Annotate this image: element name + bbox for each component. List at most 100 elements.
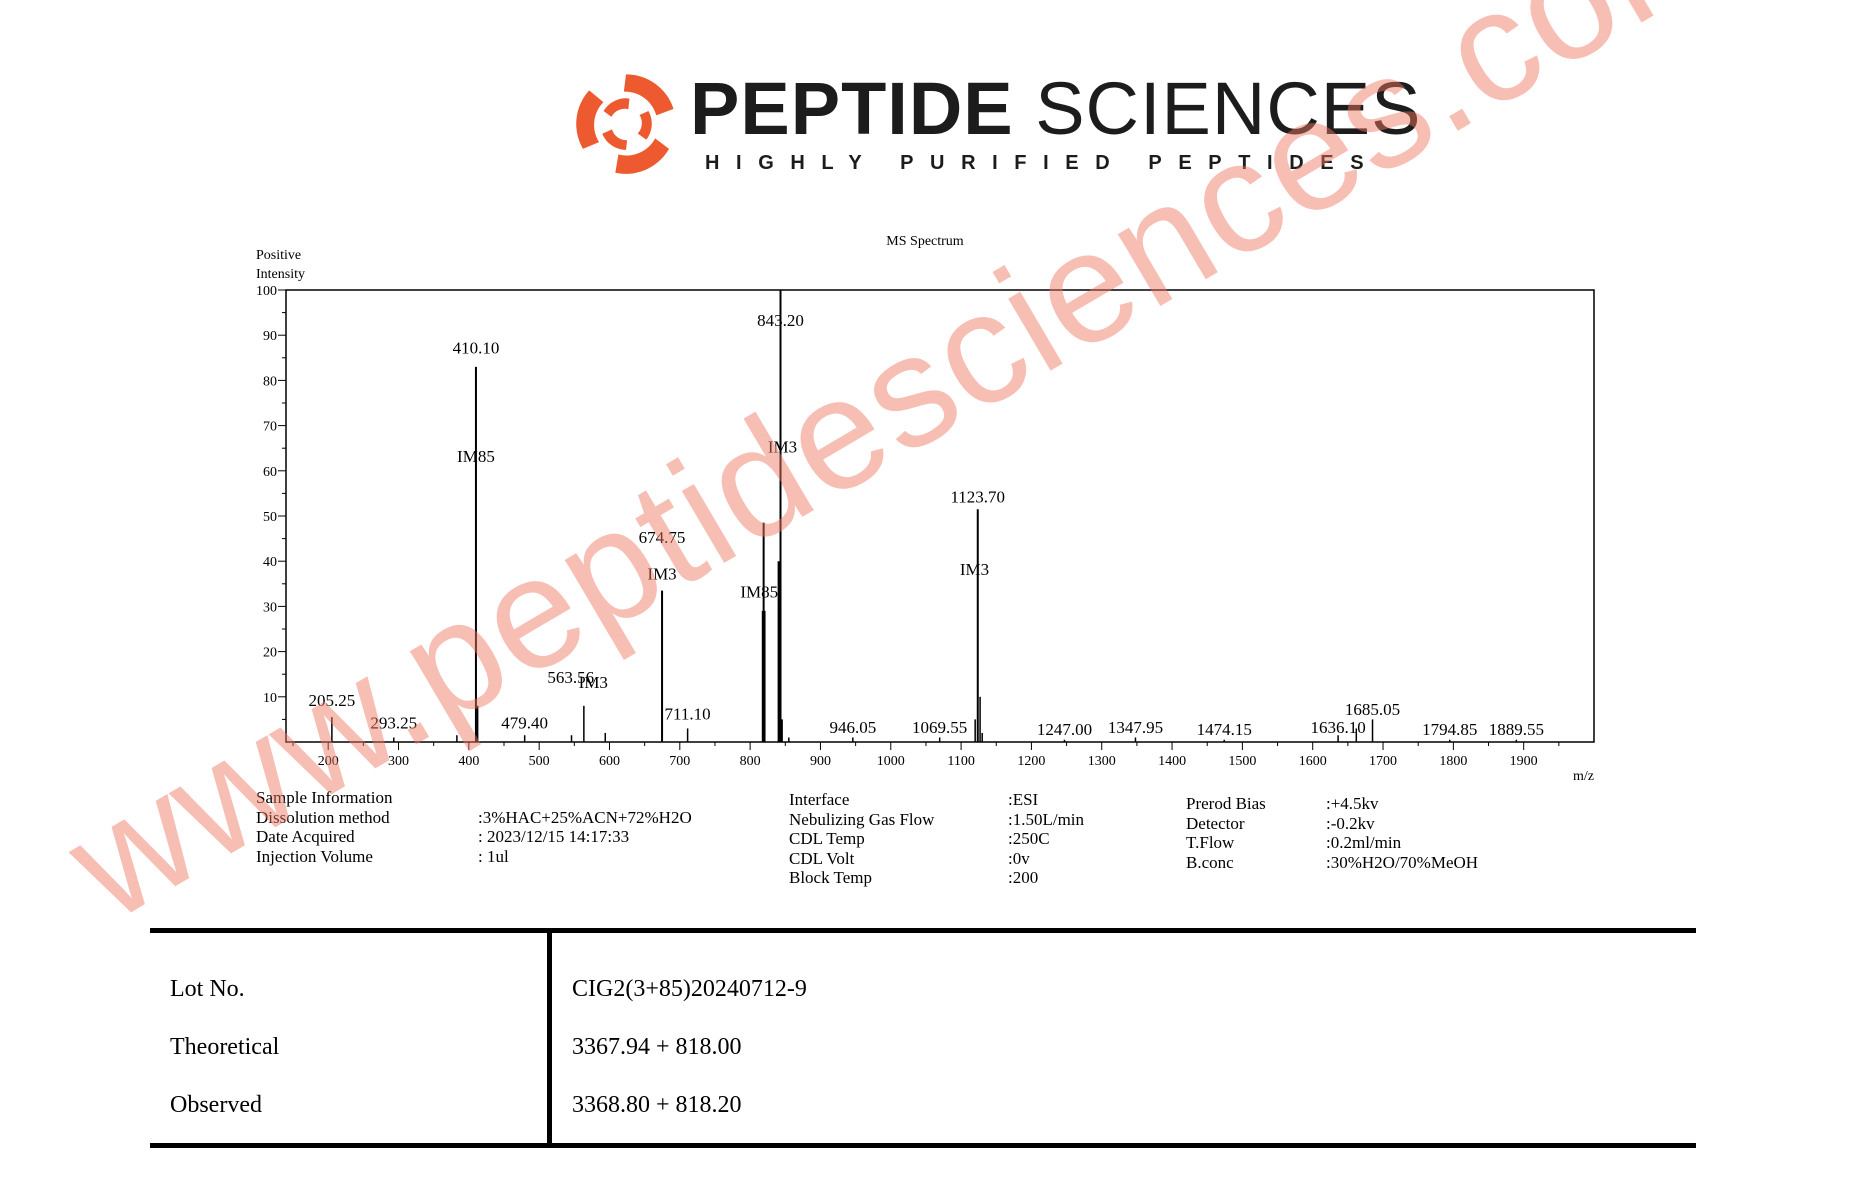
x-tick-label: 200 [318, 754, 339, 769]
peak-label: 843.20 [757, 311, 804, 330]
info-value: :0.2ml/min [1326, 833, 1402, 852]
x-tick-label: 1400 [1158, 754, 1186, 769]
info-value: :+4.5kv [1326, 794, 1379, 813]
y-tick-label: 60 [263, 465, 277, 480]
y-tick-label: 100 [256, 284, 277, 299]
peak-label: IM85 [740, 582, 778, 601]
x-tick-label: 600 [599, 754, 620, 769]
y-tick-label: 90 [263, 329, 277, 344]
info-value: : 2023/12/15 14:17:33 [478, 827, 630, 846]
y-tick-label: 20 [263, 646, 277, 661]
observed-label: Observed [170, 1092, 262, 1118]
peak-label: IM3 [647, 564, 676, 583]
info-label: CDL Volt [789, 848, 855, 868]
info-label: Sample Information [256, 788, 393, 807]
peak-label: 1247.00 [1037, 720, 1092, 739]
peak-label: 946.05 [829, 718, 876, 737]
peak-label: IM3 [960, 560, 989, 579]
lot-number-value: CIG2(3+85)20240712-9 [572, 976, 807, 1002]
y-axis-label-line1: Positive [256, 248, 301, 263]
brand-name-bold: PEPTIDE [690, 67, 1014, 150]
x-tick-label: 1200 [1017, 754, 1045, 769]
x-tick-label: 1600 [1299, 754, 1327, 769]
x-tick-label: 800 [740, 754, 761, 769]
theoretical-value: 3367.94 + 818.00 [572, 1034, 742, 1060]
chart-title: MS Spectrum [886, 234, 964, 249]
peak-label: 1794.85 [1422, 720, 1477, 739]
peak-label: 479.40 [501, 713, 548, 732]
peak-label: 293.25 [370, 713, 417, 732]
x-tick-label: 1700 [1369, 754, 1397, 769]
brand-name-light: SCIENCES [1035, 67, 1422, 150]
table-bottom-rule [150, 1143, 1696, 1148]
peak-label: 205.25 [309, 691, 356, 710]
x-tick-label: 300 [388, 754, 409, 769]
interface-info-values: :ESI :1.50L/min :250C :0v :200 [1008, 790, 1084, 888]
info-value: : 1ul [478, 846, 509, 866]
x-tick-label: 1300 [1088, 754, 1116, 769]
y-tick-label: 80 [263, 374, 277, 389]
y-tick-label: 70 [263, 420, 277, 435]
peak-label: IM3 [579, 673, 608, 692]
peak-label: 1474.15 [1197, 720, 1252, 739]
x-tick-label: 400 [458, 754, 479, 769]
peak-label: 674.75 [639, 528, 686, 547]
info-label: Date Acquired [256, 827, 355, 846]
info-label: Nebulizing Gas Flow [789, 809, 935, 829]
info-label: Block Temp [789, 868, 873, 887]
x-tick-label: 500 [529, 754, 550, 769]
peak-labels: 205.25293.25410.10IM85479.40563.56IM3674… [309, 311, 1544, 739]
info-value: :30%H2O/70%MeOH [1326, 852, 1479, 872]
swirl-logo-icon [576, 74, 674, 174]
info-label: T.Flow [1186, 833, 1235, 852]
observed-value: 3368.80 + 818.20 [572, 1092, 742, 1118]
info-value: :250C [1008, 829, 1050, 848]
x-tick-label: 900 [810, 754, 831, 769]
x-axis: 200 300 400 500 600 700 800 900 1000 1100 1200 1300… [292, 742, 1560, 769]
peak-label: 563.56 [547, 668, 594, 687]
info-value: :1.50L/min [1008, 809, 1085, 829]
y-tick-label: 40 [263, 555, 277, 570]
peak-label: 1123.70 [950, 487, 1005, 506]
peak-label: IM3 [768, 438, 797, 457]
y-tick-label: 30 [263, 600, 277, 615]
info-value: :ESI [1008, 790, 1039, 809]
peak-label: 410.10 [453, 338, 500, 357]
peak-label: 1889.55 [1489, 720, 1544, 739]
info-label: CDL Temp [789, 829, 865, 848]
x-tick-label: 1000 [877, 754, 905, 769]
x-tick-label: 1900 [1510, 754, 1538, 769]
lot-table: Lot No. CIG2(3+85)20240712-9 Theoretical… [150, 928, 1696, 1148]
interface-info-labels: Interface Nebulizing Gas Flow CDL Temp C… [789, 790, 934, 888]
lot-number-label: Lot No. [170, 976, 245, 1002]
plot-frame [285, 289, 1595, 743]
peak-label: 711.10 [665, 704, 711, 723]
detector-info-labels: Prerod Bias Detector T.Flow B.conc [1186, 794, 1266, 872]
info-label: Detector [1186, 813, 1245, 833]
info-label: Prerod Bias [1186, 794, 1266, 813]
info-label: B.conc [1186, 852, 1234, 872]
info-label: Injection Volume [256, 846, 373, 866]
peak-label: 1636.10 [1310, 718, 1365, 737]
brand-name: PEPTIDE SCIENCES [690, 72, 1422, 146]
x-tick-label: 700 [669, 754, 690, 769]
table-top-rule [150, 928, 1696, 933]
info-value: :3%HAC+25%ACN+72%H2O [478, 807, 692, 827]
peak-label: 1685.05 [1345, 700, 1400, 719]
info-label: Dissolution method [256, 807, 390, 827]
sample-info-values: :3%HAC+25%ACN+72%H2O : 2023/12/15 14:17:… [478, 788, 692, 866]
y-tick-label: 10 [263, 691, 277, 706]
detector-info-values: :+4.5kv :-0.2kv :0.2ml/min :30%H2O/70%Me… [1326, 794, 1478, 872]
spectrum-peaks [331, 290, 1518, 742]
peak-label: 1347.95 [1108, 718, 1163, 737]
info-value: :200 [1008, 868, 1039, 887]
y-axis: 10 20 30 40 50 60 70 80 90 100 [256, 284, 286, 720]
peak-label: IM85 [457, 447, 495, 466]
peak-label: 1069.55 [912, 718, 967, 737]
info-value: :0v [1008, 848, 1030, 868]
x-tick-label: 1100 [947, 754, 974, 769]
y-axis-label-line2: Intensity [256, 267, 305, 282]
x-tick-label: 1800 [1439, 754, 1467, 769]
table-column-divider [547, 928, 552, 1148]
